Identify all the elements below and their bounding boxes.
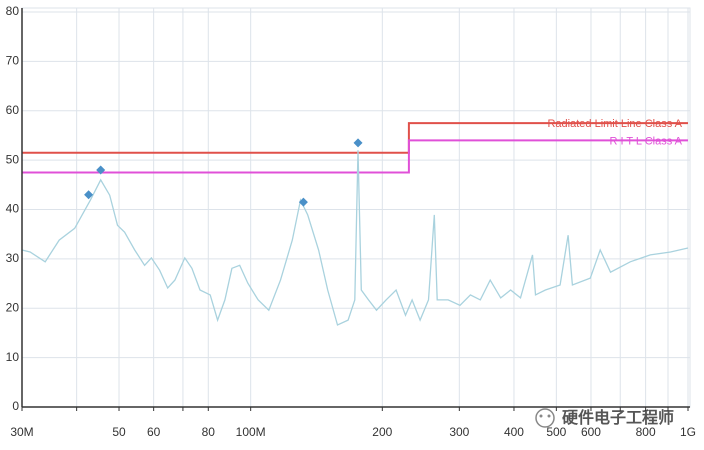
y-tick-label: 30 (6, 251, 20, 265)
x-tick-label: 400 (504, 425, 524, 439)
spectrum-trace (21, 150, 689, 326)
grid (21, 8, 690, 408)
y-tick-label: 80 (6, 4, 20, 18)
x-tick-label: 30M (10, 425, 33, 439)
peak-marker (96, 165, 106, 175)
x-tick-label: 200 (372, 425, 392, 439)
limit-line (22, 122, 688, 154)
y-tick-label: 0 (12, 399, 19, 413)
x-tick-label: 1G (680, 425, 696, 439)
peak-marker (353, 138, 363, 148)
x-tick-label: 60 (147, 425, 161, 439)
series-label: R I T L Class A (609, 135, 682, 147)
marks (21, 122, 689, 326)
peak-marker (298, 197, 308, 207)
series-label: Radiated Limit Line Class A (547, 118, 682, 130)
x-tick-label: 300 (449, 425, 469, 439)
y-tick-label: 60 (6, 103, 20, 117)
plot-area (21, 7, 691, 408)
y-tick-label: 10 (6, 350, 20, 364)
watermark-icon (535, 408, 555, 428)
x-tick-label: 800 (636, 425, 656, 439)
y-tick-label: 50 (6, 152, 20, 166)
x-tick-label: 600 (581, 425, 601, 439)
x-tick-label: 50 (112, 425, 126, 439)
x-tick-label: 500 (546, 425, 566, 439)
x-tick-label: 80 (202, 425, 216, 439)
y-tick-label: 70 (6, 54, 20, 68)
peak-marker (84, 190, 94, 200)
watermark: 硬件电子工程师 (562, 408, 674, 427)
limit-line (22, 139, 688, 174)
y-tick-label: 40 (6, 202, 20, 216)
x-tick-label: 100M (236, 425, 266, 439)
y-tick-label: 20 (6, 300, 20, 314)
